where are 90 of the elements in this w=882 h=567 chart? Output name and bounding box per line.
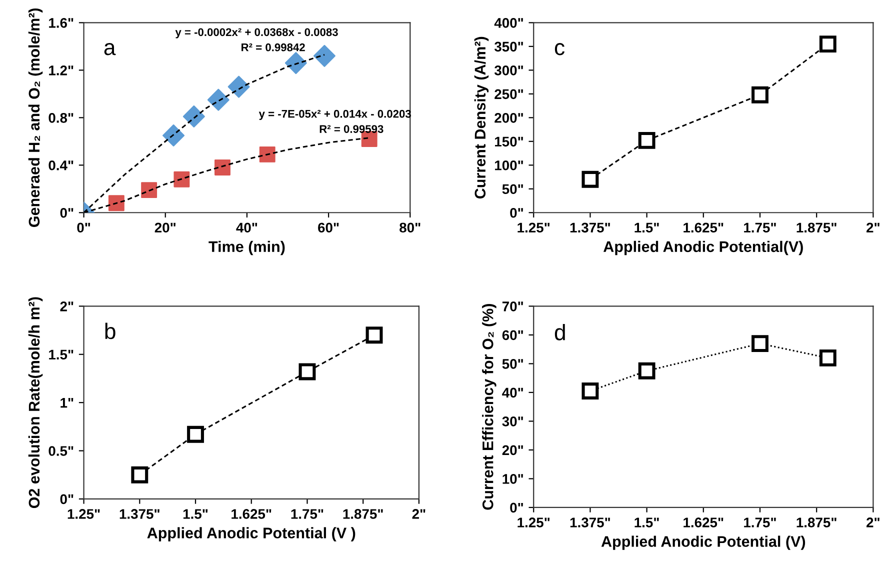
annotation: a <box>104 43 116 56</box>
point <box>819 36 836 53</box>
annotation: y = -0.0002x² + 0.0368x - 0.0083 <box>175 28 338 38</box>
x-axis-title: Applied Anodic Potential(V) <box>603 240 803 256</box>
y-tick-label: 0" <box>510 208 523 218</box>
x-tick-label: 1.375" <box>570 222 610 233</box>
x-tick-label: 2" <box>412 509 426 519</box>
y-tick-label: 70" <box>502 302 523 312</box>
y-tick-label: 0" <box>60 494 74 504</box>
x-tick-label: 1.625" <box>684 518 724 528</box>
point <box>638 362 656 380</box>
x-tick-label: 1.375" <box>120 509 160 519</box>
point <box>298 363 316 380</box>
y-tick-label: 400" <box>494 18 523 28</box>
point <box>141 182 158 198</box>
x-tick-label: 1.5" <box>634 518 659 528</box>
annotation: d <box>554 324 565 340</box>
y-tick-label: 50" <box>502 359 523 369</box>
x-tick-label: 1.75" <box>744 518 776 528</box>
point <box>313 44 336 67</box>
y-tick-label: 60" <box>502 330 523 340</box>
y-tick-label: 1.6" <box>49 18 74 28</box>
point <box>187 426 204 443</box>
point <box>638 132 656 149</box>
x-tick-label: 1.875" <box>796 222 836 233</box>
x-tick-label: 40" <box>236 222 258 233</box>
x-tick-label: 60" <box>318 222 339 233</box>
y-tick-label: 1.2" <box>49 66 74 76</box>
x-tick-label: 1.25" <box>518 518 550 528</box>
y-tick-label: 50" <box>502 184 523 194</box>
y-tick-label: 0.8" <box>48 112 74 123</box>
y-tick-label: 40" <box>502 388 523 398</box>
point <box>182 105 205 128</box>
y-tick-label: 30" <box>502 416 523 426</box>
y-axis-title: O2 evolution Rate(mole/h m²) <box>28 297 43 508</box>
point <box>582 382 599 400</box>
x-tick-label: 1.25" <box>518 222 550 233</box>
point <box>284 52 307 74</box>
y-tick-label: 100" <box>495 160 523 170</box>
point <box>207 88 230 111</box>
x-tick-label: 1.75" <box>291 509 324 519</box>
x-axis-title: Time (min) <box>208 240 285 256</box>
x-tick-label: 1.375" <box>570 518 610 528</box>
x-tick-label: 2" <box>866 222 880 232</box>
y-tick-label: 300" <box>494 66 523 76</box>
x-tick-label: 1.75" <box>744 222 776 233</box>
y-tick-label: 200" <box>494 112 523 123</box>
x-tick-label: 2" <box>866 518 880 528</box>
x-tick-label: 0" <box>77 222 90 233</box>
y-tick-label: 0.5" <box>48 446 74 456</box>
y-tick-label: 10" <box>502 474 523 484</box>
y-tick-label: 20" <box>502 445 523 456</box>
point <box>366 326 383 344</box>
point <box>214 160 230 176</box>
x-tick-label: 80" <box>400 222 420 233</box>
x-axis-title: Applied Anodic Potential (V) <box>601 536 806 550</box>
point <box>752 86 768 104</box>
x-tick-label: 1.5" <box>634 222 659 233</box>
y-tick-label: 0.4" <box>48 160 74 170</box>
annotation: c <box>554 43 565 56</box>
y-axis-title: Generaed H₂ and O₂ (mole/m²) <box>28 8 43 227</box>
y-tick-label: 150" <box>495 136 523 147</box>
point <box>259 146 276 162</box>
y-tick-label: 1" <box>60 398 74 408</box>
x-tick-label: 1.625" <box>684 222 724 233</box>
x-tick-label: 1.625" <box>232 509 272 519</box>
y-tick-label: 1.5" <box>49 350 74 360</box>
x-tick-label: 1.5" <box>183 509 208 519</box>
point <box>582 170 599 188</box>
y-axis-title: Current Density (A/m²) <box>474 36 489 199</box>
y-tick-label: 2" <box>60 302 74 312</box>
point <box>162 124 185 146</box>
x-axis-title: Applied Anodic Potential (V ) <box>147 527 356 542</box>
y-tick-label: 0" <box>60 208 74 218</box>
x-tick-label: 1.875" <box>343 509 383 519</box>
point <box>174 171 190 188</box>
point <box>228 76 250 98</box>
point <box>131 466 148 484</box>
x-tick-label: 20" <box>154 222 176 233</box>
y-tick-label: 350" <box>494 42 523 52</box>
point <box>108 195 124 212</box>
y-tick-label: 250" <box>494 89 523 100</box>
point <box>819 349 836 366</box>
annotation: R² = 0.99842 <box>242 43 305 52</box>
x-tick-label: 1.875" <box>796 518 836 528</box>
point <box>752 335 768 352</box>
x-tick-label: 1.25" <box>68 509 100 519</box>
annotation: R² = 0.99593 <box>320 125 384 133</box>
annotation: b <box>105 322 116 340</box>
y-axis-title: Current Efficiency for O₂ (%) <box>482 304 496 510</box>
